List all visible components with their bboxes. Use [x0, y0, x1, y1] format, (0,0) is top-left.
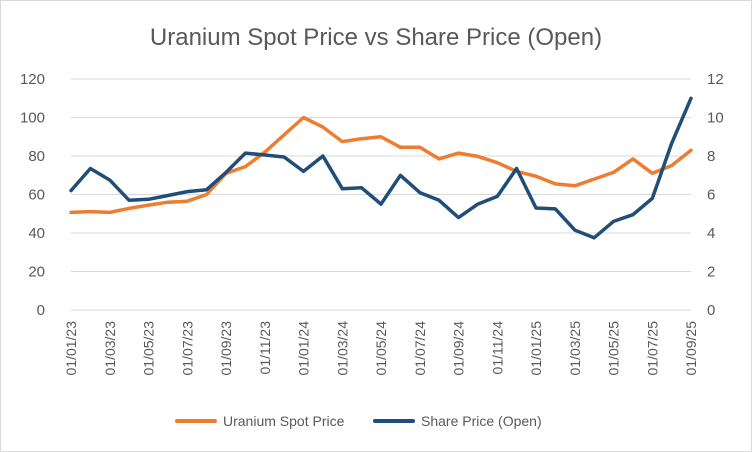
- legend: Uranium Spot Price Share Price (Open): [175, 413, 542, 429]
- y-left-tick-label: 0: [37, 302, 45, 319]
- x-tick-label: 01/09/24: [451, 321, 467, 376]
- x-tick-label: 01/03/24: [334, 321, 350, 376]
- series-lines: [69, 96, 693, 240]
- y-left-tick-label: 60: [28, 187, 45, 204]
- x-axis: 01/01/23 01/03/23 01/05/23 01/07/23 01/09/23…: [63, 321, 699, 376]
- x-tick-label: 01/07/24: [412, 321, 428, 376]
- x-tick-label: 01/09/23: [218, 321, 234, 376]
- y-right-tick-label: 6: [707, 187, 715, 204]
- chart-title: Uranium Spot Price vs Share Price (Open): [150, 24, 602, 51]
- x-tick-label: 01/05/25: [606, 321, 622, 376]
- x-tick-label: 01/01/25: [528, 321, 544, 376]
- y-right-tick-label: 2: [707, 264, 715, 281]
- y-left-tick-label: 100: [20, 110, 45, 127]
- y-left-tick-label: 20: [28, 264, 45, 281]
- legend-label: Share Price (Open): [421, 413, 542, 429]
- y-axis-left: 0 20 40 60 80 100 120: [20, 71, 45, 319]
- legend-label: Uranium Spot Price: [223, 413, 345, 429]
- x-tick-label: 01/05/24: [373, 321, 389, 376]
- y-right-tick-label: 4: [707, 225, 715, 242]
- x-tick-label: 01/11/23: [257, 321, 273, 375]
- x-tick-label: 01/01/24: [296, 321, 312, 376]
- y-right-tick-label: 8: [707, 148, 715, 165]
- x-tick-label: 01/01/23: [63, 321, 79, 376]
- x-tick-label: 01/09/25: [683, 321, 699, 376]
- y-left-tick-label: 120: [20, 71, 45, 88]
- series-line-uranium-spot-price: [69, 115, 693, 215]
- series-line-share-price-open: [69, 96, 693, 240]
- x-tick-label: 01/03/25: [567, 321, 583, 376]
- y-right-tick-label: 0: [707, 302, 715, 319]
- x-tick-label: 01/07/23: [179, 321, 195, 376]
- y-left-tick-label: 40: [28, 225, 45, 242]
- x-tick-label: 01/11/24: [489, 321, 505, 375]
- y-right-tick-label: 12: [707, 71, 724, 88]
- y-left-tick-label: 80: [28, 148, 45, 165]
- y-axis-right: 0 2 4 6 8 10 12: [707, 71, 724, 319]
- x-tick-label: 01/07/25: [644, 321, 660, 376]
- y-right-tick-label: 10: [707, 110, 724, 127]
- x-tick-label: 01/05/23: [141, 321, 157, 376]
- x-tick-label: 01/03/23: [102, 321, 118, 376]
